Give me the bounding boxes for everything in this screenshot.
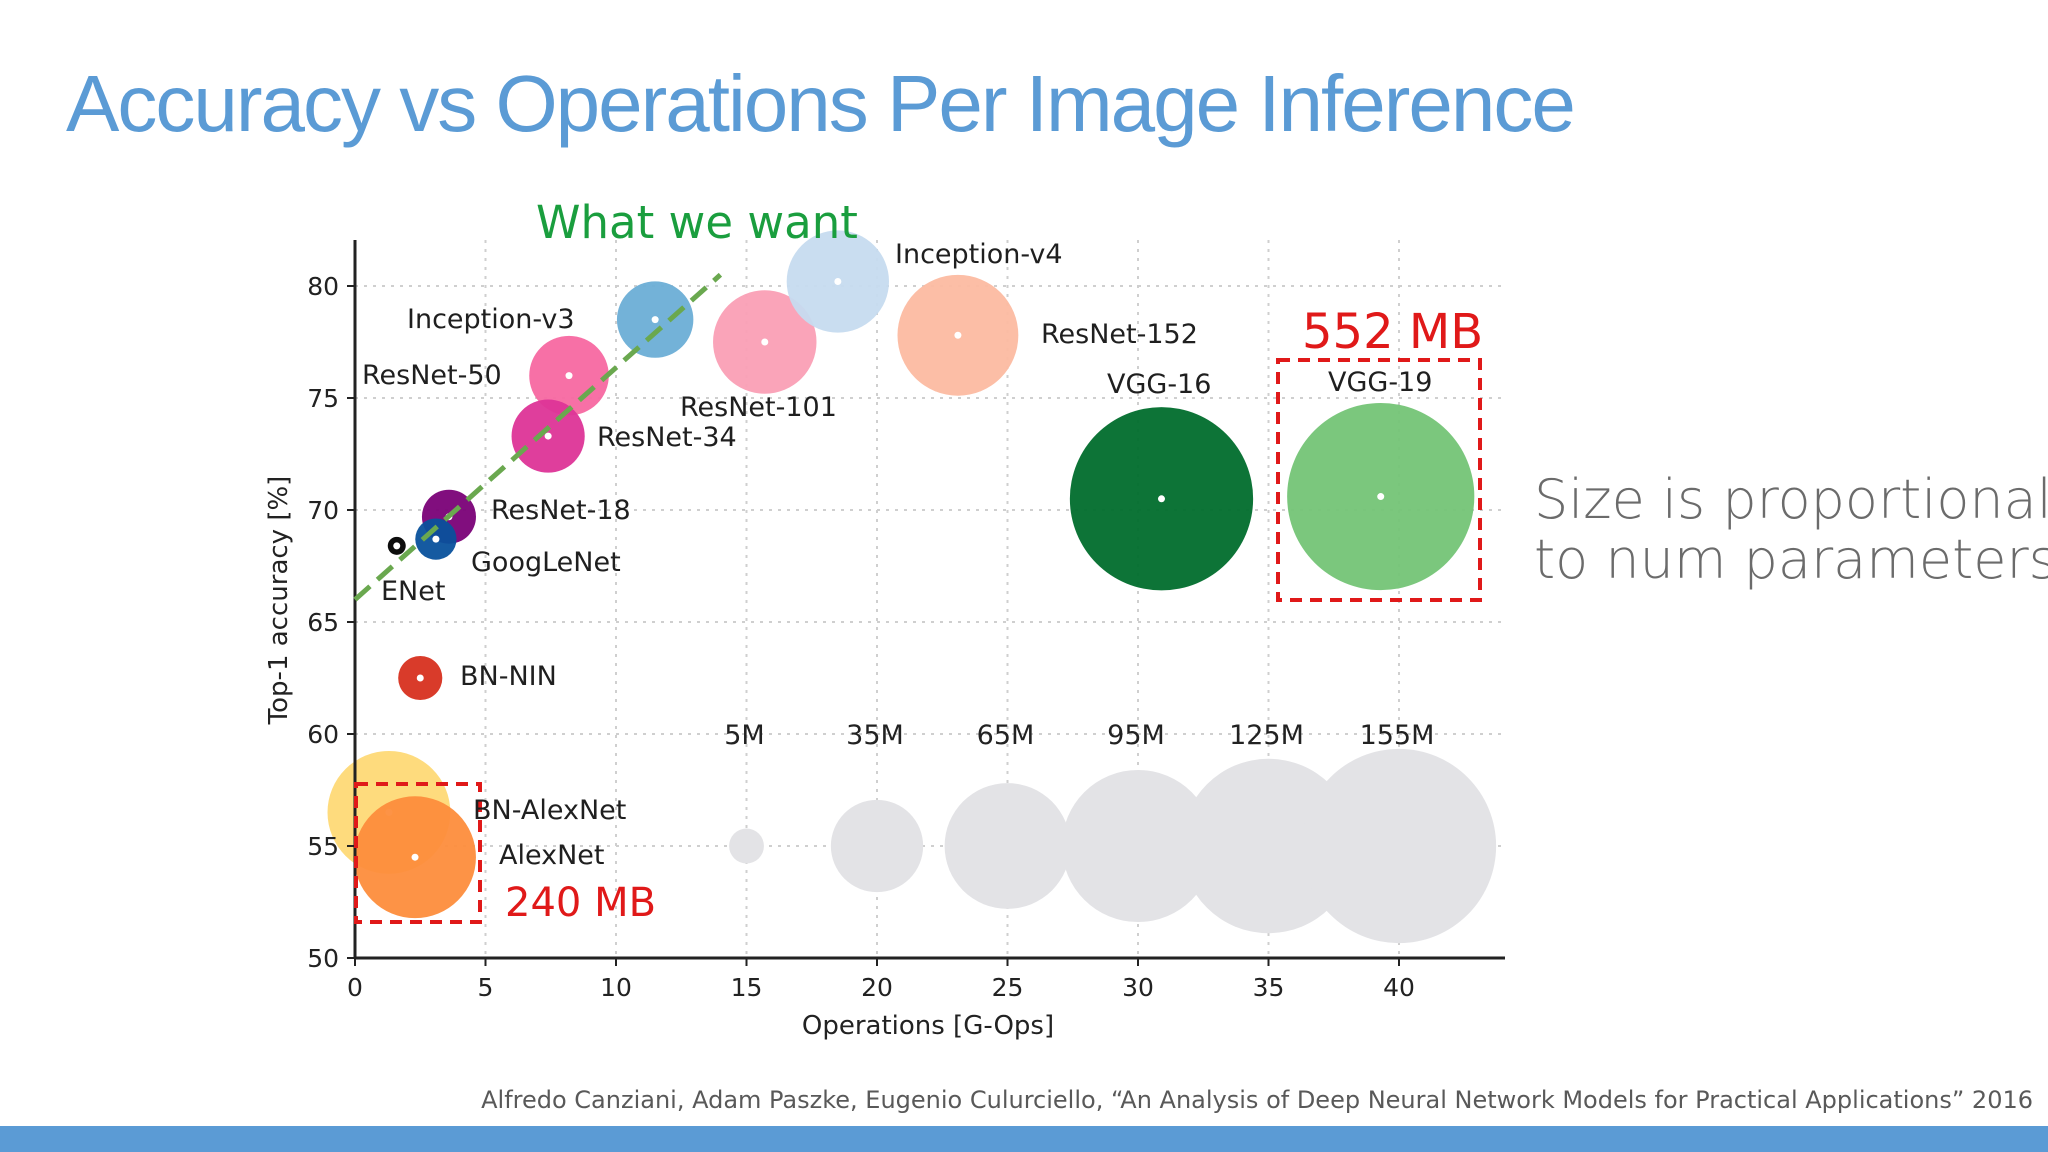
y-tick-label: 75: [307, 384, 339, 413]
x-tick-label: 35: [1253, 973, 1285, 1002]
bubble-center-dot: [1377, 493, 1385, 501]
bubble-center-dot: [416, 674, 424, 682]
bubble-label-resnet-101: ResNet-101: [680, 392, 837, 423]
size-legend-label: 125M: [1229, 720, 1304, 751]
size-legend: 5M 35M 65M 95M 125M 155M: [724, 720, 1497, 944]
bubble-labels: Inception-v4 Inception-v3 ResNet-152 ResNet…: [362, 239, 1432, 871]
citation: Alfredo Canziani, Adam Paszke, Eugenio C…: [481, 1086, 2033, 1114]
x-tick-label: 0: [347, 973, 363, 1002]
model-bubbles: [327, 230, 1475, 919]
bubble-center-dot: [432, 535, 440, 543]
bubble-center-dot: [1157, 495, 1165, 503]
size-legend-bubble: [1301, 748, 1497, 944]
bubble-label-vgg-19: VGG-19: [1328, 367, 1432, 398]
y-tick-label: 80: [307, 272, 339, 301]
y-tick-label: 50: [307, 944, 339, 973]
bubble-center-dot: [761, 338, 769, 346]
bubble-label-inception-v4: Inception-v4: [895, 239, 1063, 270]
alexnet-highlight-box: [354, 782, 482, 924]
bubble-label-googlenet: GoogLeNet: [471, 547, 621, 578]
x-tick-label: 40: [1383, 973, 1415, 1002]
bubble-label-bn-nin: BN-NIN: [460, 661, 557, 692]
bubble-center-dot: [411, 853, 419, 861]
x-tick-label: 5: [478, 973, 494, 1002]
y-tick-label: 65: [307, 608, 339, 637]
axes: 0 5 10 15 20 25 30 35 40 50 55 60 65 70 75 80 Operations…: [264, 240, 1505, 1041]
bubble-label-bn-alexnet: BN-AlexNet: [473, 795, 626, 826]
what-we-want-label: What we want: [536, 196, 858, 249]
bubble-center-dot: [565, 372, 573, 380]
bubble-label-inception-v3: Inception-v3: [407, 304, 575, 335]
bubble-label-resnet-152: ResNet-152: [1041, 319, 1198, 350]
bubble-label-enet: ENet: [381, 576, 445, 607]
y-axis-label: Top-1 accuracy [%]: [264, 476, 294, 726]
bubble-center-dot: [393, 542, 401, 550]
slide-title: Accuracy vs Operations Per Image Inferen…: [66, 59, 1576, 148]
size-legend-bubble: [1181, 758, 1356, 934]
vgg19-highlight-box: [1276, 358, 1482, 602]
size-legend-label: 35M: [846, 720, 904, 751]
footer-bar: [0, 1126, 2048, 1152]
bubble-center-dot: [651, 316, 659, 324]
size-legend-label: 155M: [1360, 720, 1435, 751]
y-tick-label: 55: [307, 832, 339, 861]
y-tick-label: 70: [307, 496, 339, 525]
bubble-center-dot: [544, 432, 552, 440]
bubble-label-resnet-18: ResNet-18: [491, 495, 631, 526]
x-tick-label: 15: [731, 973, 763, 1002]
bubble-label-resnet-50: ResNet-50: [362, 360, 502, 391]
bubble-label-resnet-34: ResNet-34: [597, 422, 737, 453]
bubble-center-dot: [834, 278, 842, 286]
size-legend-bubble: [830, 799, 924, 893]
size-legend-bubble: [729, 828, 764, 864]
x-tick-label: 25: [992, 973, 1024, 1002]
x-axis-label: Operations [G-Ops]: [802, 1011, 1054, 1041]
side-note-line-2: to num parameters: [1534, 528, 2048, 591]
size-explanation-note: Size is proportional to num parameters: [1534, 468, 2048, 591]
bubble-label-vgg-16: VGG-16: [1107, 369, 1211, 400]
size-legend-bubble: [944, 783, 1071, 909]
size-legend-label: 95M: [1107, 720, 1165, 751]
y-tick-label: 60: [307, 720, 339, 749]
size-legend-bubble: [1061, 769, 1215, 923]
bubble-center-dot: [954, 331, 962, 339]
what-we-want-trend-line: [353, 272, 723, 602]
vgg19-size-label: 552 MB: [1302, 304, 1483, 360]
size-legend-label: 65M: [977, 720, 1035, 751]
size-legend-label: 5M: [724, 720, 764, 751]
x-tick-label: 30: [1122, 973, 1154, 1002]
side-note-line-1: Size is proportional: [1534, 468, 2048, 531]
alexnet-size-label: 240 MB: [505, 880, 656, 926]
x-tick-label: 20: [861, 973, 893, 1002]
bubble-label-alexnet: AlexNet: [499, 840, 604, 871]
x-tick-label: 10: [600, 973, 632, 1002]
annotations: What we want 552 MB 240 MB: [353, 196, 1483, 926]
